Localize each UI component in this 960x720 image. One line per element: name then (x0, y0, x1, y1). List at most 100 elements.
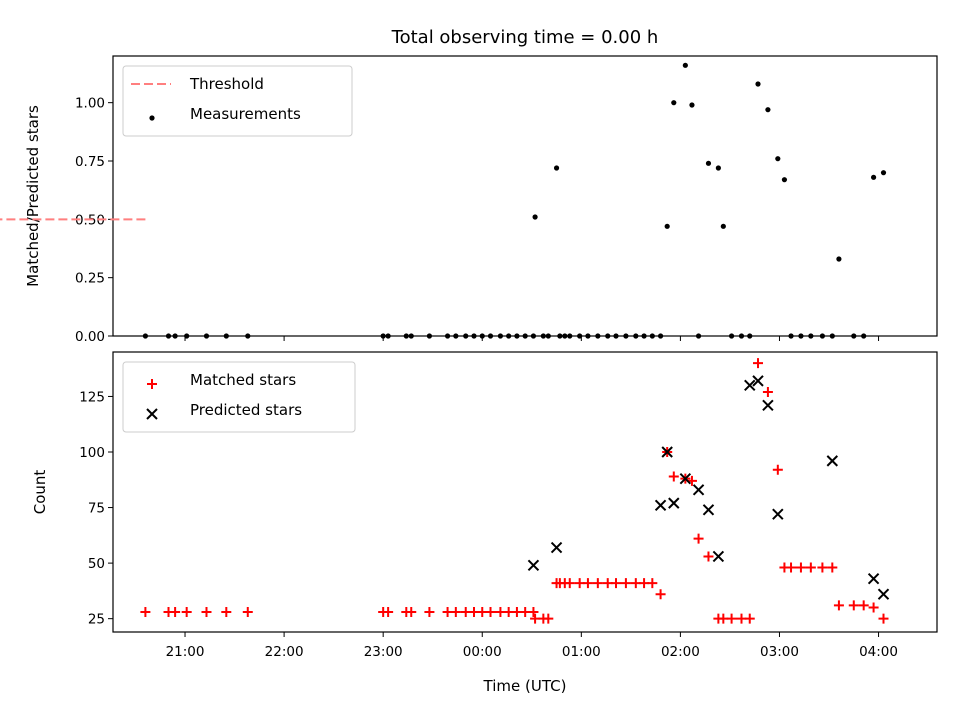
measurement-point (557, 333, 562, 338)
measurement-point (463, 333, 468, 338)
matched-star-point (528, 607, 538, 617)
measurement-point (143, 333, 148, 338)
measurement-point (567, 333, 572, 338)
matched-star-point (583, 578, 593, 588)
matched-star-point (140, 607, 150, 617)
measurement-point (514, 333, 519, 338)
matched-star-point (878, 614, 888, 624)
legend-measurement-swatch (149, 115, 154, 120)
measurement-point (595, 333, 600, 338)
x-tick-label: 01:00 (562, 644, 601, 660)
measurement-point (445, 333, 450, 338)
x-tick-label: 04:00 (859, 644, 898, 660)
measurement-point (577, 333, 582, 338)
measurement-point (716, 165, 721, 170)
measurement-point (204, 333, 209, 338)
y-tick-label: 75 (88, 501, 105, 517)
matched-star-point (621, 578, 631, 588)
measurement-point (683, 63, 688, 68)
y-axis-label: Matched/Predicted stars (24, 105, 42, 287)
measurement-point (689, 102, 694, 107)
predicted-star-point (669, 498, 679, 508)
measurement-point (851, 333, 856, 338)
figure: Total observing time = 0.00 h Time (UTC)… (0, 0, 960, 720)
x-tick-label: 21:00 (166, 644, 205, 660)
measurement-point (650, 333, 655, 338)
measurement-point (245, 333, 250, 338)
matched-star-point (543, 614, 553, 624)
matched-star-point (669, 471, 679, 481)
legend-label: Matched stars (190, 371, 296, 389)
predicted-star-point (878, 589, 888, 599)
matched-star-point (243, 607, 253, 617)
predicted-star-point (552, 543, 562, 553)
predicted-star-point (773, 509, 783, 519)
measurement-point (808, 333, 813, 338)
measurement-point (641, 333, 646, 338)
measurement-point (585, 333, 590, 338)
matched-star-point (170, 607, 180, 617)
measurement-point (427, 333, 432, 338)
measurement-point (721, 224, 726, 229)
measurement-point (820, 333, 825, 338)
y-tick-label: 1.00 (75, 96, 105, 112)
measurement-point (541, 333, 546, 338)
predicted-star-point (528, 560, 538, 570)
matched-star-point (796, 563, 806, 573)
matched-star-point (773, 465, 783, 475)
measurement-point (506, 333, 511, 338)
measurement-point (386, 333, 391, 338)
matched-star-point (806, 563, 816, 573)
measurement-point (531, 333, 536, 338)
y-tick-label: 0.25 (75, 271, 105, 287)
measurement-point (554, 165, 559, 170)
matched-star-point (451, 607, 461, 617)
matched-star-point (424, 607, 434, 617)
predicted-star-point (694, 485, 704, 495)
y-axis-label: Count (31, 470, 49, 515)
matched-star-point (201, 607, 211, 617)
measurement-point (871, 175, 876, 180)
x-tick-label: 23:00 (364, 644, 403, 660)
measurement-point (613, 333, 618, 338)
y-tick-label: 100 (79, 445, 105, 461)
matched-star-point (786, 563, 796, 573)
x-tick-label: 03:00 (760, 644, 799, 660)
measurement-point (765, 107, 770, 112)
matched-star-point (703, 551, 713, 561)
measurement-point (729, 333, 734, 338)
measurement-point (166, 333, 171, 338)
measurement-point (861, 333, 866, 338)
measurement-point (532, 214, 537, 219)
measurement-point (623, 333, 628, 338)
measurement-point (488, 333, 493, 338)
x-tick-label: 00:00 (463, 644, 502, 660)
measurement-point (830, 333, 835, 338)
count-plot: 25 50 75 100 125 21:00 22:00 23:00 00:00 01:00 02:… (31, 352, 937, 660)
matched-star-point (611, 578, 621, 588)
measurement-point (404, 333, 409, 338)
y-tick-label: 125 (79, 389, 105, 405)
measurement-point (665, 224, 670, 229)
measurement-point (471, 333, 476, 338)
predicted-star-point (869, 574, 879, 584)
measurement-point (881, 170, 886, 175)
measurement-point (739, 333, 744, 338)
matched-star-point (817, 563, 827, 573)
y-tick-label: 25 (88, 612, 105, 628)
measurement-point (706, 161, 711, 166)
measurement-point (747, 333, 752, 338)
measurement-point (498, 333, 503, 338)
matched-star-point (753, 358, 763, 368)
matched-star-point (593, 578, 603, 588)
measurement-point (523, 333, 528, 338)
matched-star-point (869, 603, 879, 613)
measurement-point (671, 100, 676, 105)
legend-label: Threshold (189, 75, 264, 93)
x-tick-label: 22:00 (265, 644, 304, 660)
measurement-point (409, 333, 414, 338)
ratio-plot: 0.000.250.500.751.00Matched/Predicted st… (0, 56, 937, 345)
predicted-star-point (703, 505, 713, 515)
matched-star-point (406, 607, 416, 617)
measurement-point (696, 333, 701, 338)
